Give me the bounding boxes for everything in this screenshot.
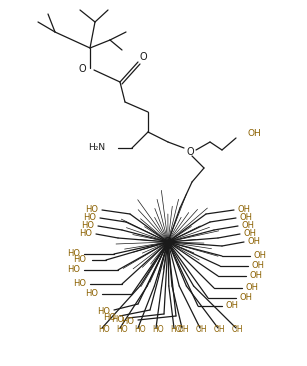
Text: HO: HO [134, 325, 146, 335]
Text: HO: HO [79, 229, 92, 239]
Text: OH: OH [250, 272, 263, 280]
Text: OH: OH [232, 325, 244, 335]
Text: HO: HO [85, 290, 98, 299]
Text: HO: HO [111, 315, 124, 325]
Text: HO: HO [170, 325, 182, 335]
Text: OH: OH [248, 238, 261, 246]
Text: O: O [164, 237, 172, 247]
Text: HO: HO [121, 317, 134, 326]
Text: OH: OH [242, 221, 255, 231]
Text: O: O [186, 147, 194, 157]
Text: OH: OH [246, 284, 259, 292]
Text: OH: OH [238, 205, 251, 214]
Text: HO: HO [103, 314, 116, 322]
Text: HO: HO [81, 221, 94, 231]
Text: OH: OH [178, 325, 190, 335]
Text: HO: HO [152, 325, 164, 335]
Text: HO: HO [67, 250, 80, 258]
Text: OH: OH [240, 213, 253, 223]
Text: HO: HO [98, 325, 110, 335]
Text: O: O [78, 64, 86, 74]
Text: HO: HO [85, 205, 98, 214]
Text: HO: HO [116, 325, 128, 335]
Text: OH: OH [214, 325, 226, 335]
Text: HO: HO [73, 280, 86, 288]
Text: OH: OH [244, 229, 257, 239]
Text: OH: OH [240, 294, 253, 303]
Text: HO: HO [67, 265, 80, 274]
Text: O: O [139, 52, 147, 62]
Text: HO: HO [97, 307, 110, 317]
Text: OH: OH [196, 325, 208, 335]
Text: OH: OH [226, 302, 239, 310]
Text: HO: HO [73, 255, 86, 265]
Text: HO: HO [83, 213, 96, 223]
Text: OH: OH [252, 261, 265, 270]
Text: H₂N: H₂N [88, 143, 105, 153]
Text: OH: OH [247, 128, 261, 138]
Text: OH: OH [254, 251, 267, 261]
